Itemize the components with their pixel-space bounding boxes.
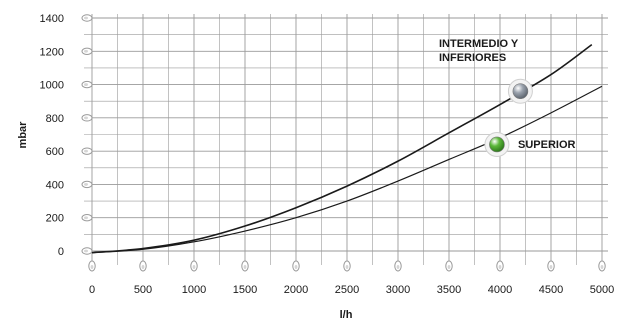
x-tick-label: 500 — [134, 284, 152, 296]
x-tick-labels: 0 500 1000 1500 2000 2500 3000 3500 4000 4500 5000 — [88, 260, 614, 296]
y-pin-icon — [81, 147, 93, 155]
y-tick-label: 400 — [46, 179, 64, 191]
y-pin-icon — [81, 180, 93, 189]
x-tick-label: 2000 — [284, 284, 308, 296]
y-pin-icon — [81, 80, 93, 89]
x-pin-icon — [598, 260, 606, 272]
y-axis-title: mbar — [17, 121, 29, 149]
y-pin-icon — [81, 247, 93, 255]
y-tick-label: 0 — [58, 246, 64, 258]
x-tick-label: 1500 — [233, 284, 257, 296]
y-tick-label: 1000 — [40, 80, 64, 92]
axis-labels: mbar l/h — [17, 121, 353, 321]
y-tick-label: 600 — [46, 146, 64, 158]
series-line-intermedio — [91, 43, 593, 254]
y-pin-icon — [81, 14, 93, 22]
x-tick-label: 2500 — [335, 284, 359, 296]
y-tick-label: 1200 — [40, 46, 64, 58]
x-tick-label: 5000 — [590, 284, 614, 296]
x-tick-label: 4500 — [539, 284, 563, 296]
x-pin-icon — [190, 260, 198, 272]
annotation-intermedio-line2: INFERIORES — [439, 52, 506, 64]
y-tick-labels: 0 200 400 600 800 1000 1200 1400 — [40, 13, 93, 258]
series-line-superior — [91, 85, 603, 254]
x-pin-icon — [292, 260, 300, 272]
y-pin-icon — [81, 47, 93, 55]
x-tick-label: 0 — [89, 284, 95, 296]
x-pin-icon — [343, 260, 351, 272]
x-pin-icon — [88, 260, 96, 272]
x-tick-label: 3500 — [437, 284, 461, 296]
x-pin-icon — [445, 260, 453, 272]
annotation-superior: SUPERIOR — [518, 139, 576, 151]
x-tick-label: 3000 — [386, 284, 410, 296]
x-tick-label: 4000 — [488, 284, 512, 296]
annotations: INTERMEDIO Y INFERIORES SUPERIOR — [439, 38, 576, 151]
marker-superior-icon — [484, 131, 510, 157]
y-tick-label: 200 — [46, 213, 64, 225]
y-pin-icon — [81, 214, 93, 222]
x-pin-icon — [547, 260, 555, 272]
y-tick-label: 1400 — [40, 13, 64, 25]
marker-intermedio-icon — [507, 78, 533, 104]
y-tick-label: 800 — [46, 113, 64, 125]
x-pin-icon — [139, 260, 147, 272]
x-pin-icon — [241, 260, 249, 272]
annotation-intermedio-line1: INTERMEDIO Y — [439, 38, 519, 50]
x-axis-title: l/h — [340, 309, 353, 321]
series-lines — [91, 43, 603, 254]
y-pin-icon — [81, 114, 93, 122]
x-pin-icon — [496, 260, 504, 272]
x-pin-icon — [394, 260, 402, 272]
x-tick-label: 1000 — [182, 284, 206, 296]
